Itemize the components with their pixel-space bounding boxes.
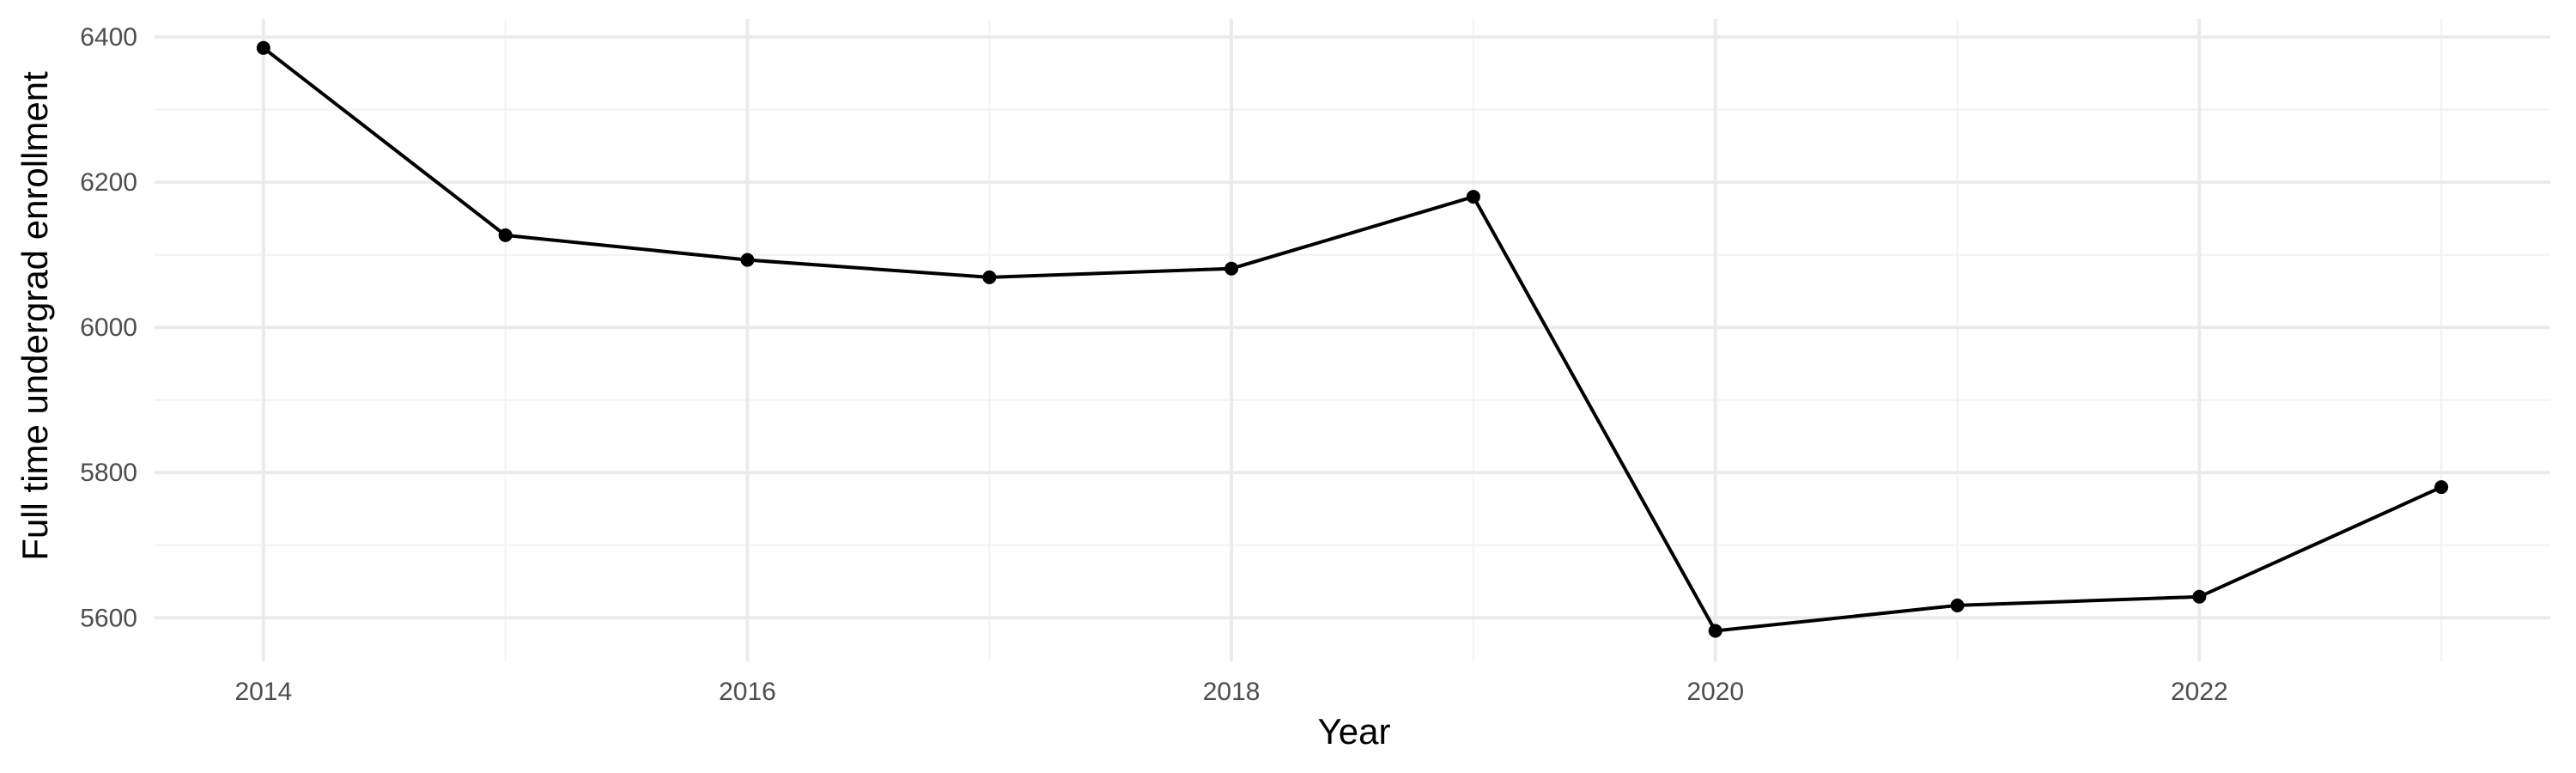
y-tick-label: 5800 — [80, 459, 137, 487]
data-point — [498, 228, 513, 242]
data-point — [1224, 261, 1239, 276]
data-point — [1708, 624, 1722, 638]
data-point — [256, 40, 270, 55]
data-point — [2434, 480, 2449, 495]
data-series — [256, 40, 2449, 638]
y-tick-label: 6200 — [80, 168, 137, 197]
x-axis-title: Year — [1318, 711, 1391, 752]
x-tick-label: 2020 — [1686, 678, 1744, 706]
data-point — [1466, 190, 1480, 204]
x-tick-label: 2014 — [234, 678, 292, 706]
minor-gridlines — [155, 19, 2550, 661]
x-tick-label: 2018 — [1203, 678, 1261, 706]
y-tick-label: 6400 — [80, 23, 137, 52]
y-tick-label: 6000 — [80, 313, 137, 342]
x-tick-label: 2016 — [719, 678, 776, 706]
x-tick-label: 2022 — [2171, 678, 2228, 706]
tick-labels: 5600 5800 6000 6200 6400 2014 2016 2018 2020 2022 — [80, 23, 2227, 706]
y-tick-label: 5600 — [80, 604, 137, 632]
major-gridlines — [155, 19, 2550, 661]
data-point — [1950, 598, 1965, 612]
data-point — [2192, 589, 2207, 604]
data-point — [740, 253, 755, 267]
data-point — [982, 270, 997, 284]
y-axis-title: Full time undergrad enrollment — [15, 71, 55, 561]
series-line — [262, 46, 2443, 633]
